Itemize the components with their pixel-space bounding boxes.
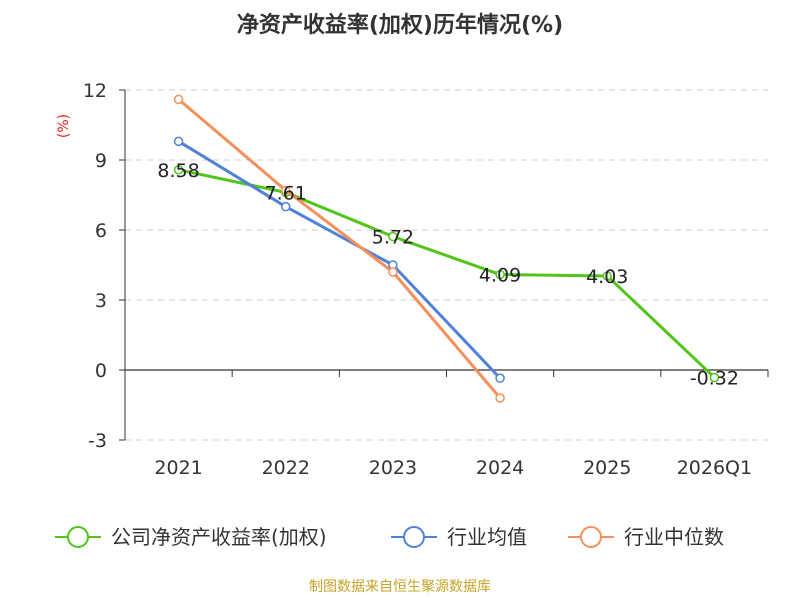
- data-point: [388, 231, 398, 242]
- data-point: [173, 94, 184, 105]
- y-tick-label: 9: [95, 150, 107, 172]
- series-line: [177, 98, 502, 399]
- x-tick-label: 2021: [154, 457, 202, 479]
- data-label: -0.32: [690, 367, 739, 389]
- data-point: [495, 269, 505, 280]
- data-point: [388, 267, 398, 277]
- data-point: [281, 185, 291, 196]
- y-tick-label: -3: [88, 430, 107, 452]
- data-point: [495, 393, 505, 403]
- data-point: [173, 136, 184, 147]
- axes: 12 9 6 3 0 -3 2021 2022 2023 2024 2025 2026Q1: [83, 80, 769, 479]
- legend-label: 行业中位数: [624, 525, 724, 549]
- y-axis-unit: (%): [56, 114, 72, 138]
- legend-marker: [403, 526, 425, 548]
- x-tick-label: 2025: [583, 457, 631, 479]
- data-label: 4.03: [586, 266, 628, 288]
- legend[interactable]: 公司净资产收益率(加权) 行业均值 行业中位数: [55, 525, 724, 549]
- legend-label: 行业均值: [447, 525, 527, 549]
- data-point: [602, 271, 612, 281]
- y-tick-label: 6: [95, 220, 107, 242]
- grid-lines: [125, 89, 768, 441]
- x-tick-label: 2022: [262, 457, 310, 479]
- data-label: 8.58: [157, 160, 199, 182]
- data-point: [281, 201, 291, 212]
- chart-title: 净资产收益率(加权)历年情况(%): [237, 12, 563, 38]
- source-note: 制图数据来自恒生聚源数据库: [309, 579, 491, 595]
- y-tick-label: 3: [95, 290, 107, 312]
- data-label: 4.09: [479, 265, 521, 287]
- data-point: [173, 165, 184, 175]
- series-lines: [173, 94, 720, 403]
- data-point: [709, 372, 720, 383]
- x-tick-label: 2023: [369, 457, 417, 479]
- y-tick-label: 12: [83, 80, 107, 102]
- x-tick-label: 2026Q1: [677, 457, 752, 479]
- series-line: [178, 168, 716, 379]
- data-label: 5.72: [372, 227, 414, 249]
- data-label: 7.61: [265, 182, 307, 204]
- data-point: [495, 373, 505, 383]
- series-line: [177, 140, 502, 380]
- legend-marker: [67, 526, 89, 548]
- legend-label: 公司净资产收益率(加权): [111, 525, 327, 549]
- legend-marker: [580, 526, 602, 548]
- y-tick-label: 0: [95, 360, 107, 382]
- data-labels: 8.58 7.61 5.72 4.09 4.03 -0.32: [157, 160, 739, 390]
- x-tick-label: 2024: [476, 457, 524, 479]
